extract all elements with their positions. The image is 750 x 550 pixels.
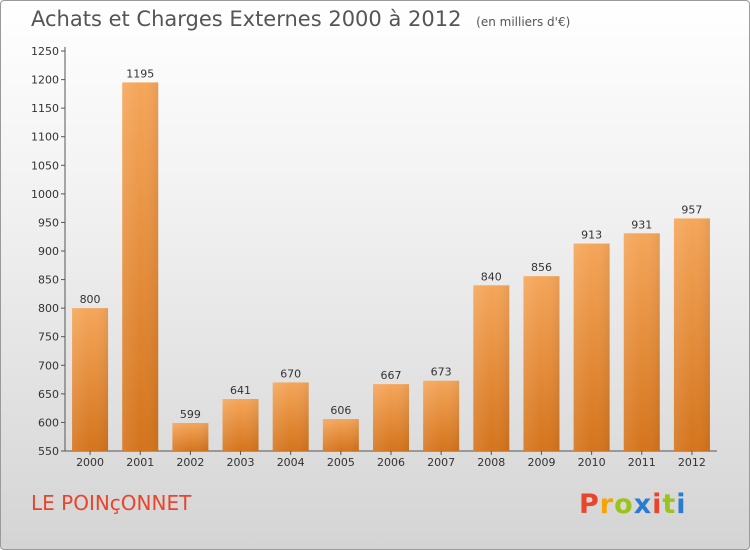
- y-tick-label: 850: [38, 274, 59, 287]
- x-tick-label: 2002: [176, 456, 204, 469]
- y-tick-label: 550: [38, 445, 59, 458]
- logo-letter: i: [652, 489, 663, 520]
- data-label: 1195: [126, 67, 154, 80]
- data-label: 840: [481, 270, 502, 283]
- x-tick-label: 2005: [327, 456, 355, 469]
- x-tick-label: 2003: [227, 456, 255, 469]
- x-tick-label: 2000: [76, 456, 104, 469]
- y-tick-label: 900: [38, 245, 59, 258]
- y-tick-label: 1050: [31, 159, 59, 172]
- bar-shine: [473, 285, 510, 451]
- y-tick-label: 750: [38, 331, 59, 344]
- logo-letter: t: [662, 489, 677, 520]
- y-tick-label: 1200: [31, 74, 59, 87]
- bar-shine: [623, 233, 660, 451]
- logo-letter: P: [579, 489, 600, 520]
- x-tick-label: 2006: [377, 456, 405, 469]
- logo-letter: r: [599, 489, 615, 520]
- logo-letter: i: [676, 489, 687, 520]
- bar-shine: [523, 276, 560, 451]
- y-tick-label: 950: [38, 216, 59, 229]
- commune-name: LE POINçONNET: [31, 491, 192, 515]
- y-tick-label: 600: [38, 416, 59, 429]
- x-tick-label: 2011: [628, 456, 656, 469]
- bar-shine: [222, 399, 259, 451]
- bar-shine: [72, 308, 109, 451]
- chart-unit: (en milliers d'€): [476, 15, 571, 29]
- axes: 550 600 650 700 750 800 850 900 950 1000 1050 1100 1…: [31, 45, 717, 469]
- y-tick-label: 700: [38, 359, 59, 372]
- bar-shine: [573, 243, 610, 451]
- chart-title-text: Achats et Charges Externes 2000 à 2012: [31, 7, 462, 31]
- y-tick-label: 800: [38, 302, 59, 315]
- x-tick-label: 2007: [427, 456, 455, 469]
- data-label: 957: [681, 203, 702, 216]
- bar-shine: [122, 82, 159, 451]
- x-tick-label: 2009: [527, 456, 555, 469]
- x-tick-label: 2001: [126, 456, 154, 469]
- y-tick-label: 1100: [31, 131, 59, 144]
- x-tick-label: 2012: [678, 456, 706, 469]
- data-label: 673: [431, 366, 452, 379]
- data-label: 670: [280, 367, 301, 380]
- bar-shine: [423, 380, 460, 451]
- logo-letter: o: [614, 489, 634, 520]
- data-label: 599: [180, 408, 201, 421]
- chart-title: Achats et Charges Externes 2000 à 2012 (…: [31, 7, 570, 31]
- proxiti-logo: Proxiti: [579, 489, 687, 520]
- data-label: 931: [631, 218, 652, 231]
- y-tick-label: 1000: [31, 188, 59, 201]
- data-label: 856: [531, 261, 552, 274]
- y-tick-label: 650: [38, 388, 59, 401]
- data-label: 800: [80, 293, 101, 306]
- data-labels: 800 1195 599 641 670 606 667 673 840 856 913 931 957: [80, 67, 703, 421]
- bar-shine: [172, 423, 209, 451]
- bar-shine: [322, 419, 359, 451]
- x-tick-label: 2008: [477, 456, 505, 469]
- bar-shine: [373, 384, 409, 451]
- data-label: 641: [230, 384, 251, 397]
- x-tick-label: 2004: [277, 456, 305, 469]
- x-tick-label: 2010: [578, 456, 606, 469]
- bar-shine: [673, 218, 710, 451]
- y-tick-label: 1150: [31, 102, 59, 115]
- bar-shine: [272, 382, 309, 451]
- data-label: 667: [381, 369, 402, 382]
- data-label: 913: [581, 229, 602, 242]
- y-tick-label: 1250: [31, 45, 59, 58]
- bars: [72, 82, 710, 451]
- logo-letter: x: [633, 489, 653, 520]
- data-label: 606: [330, 404, 351, 417]
